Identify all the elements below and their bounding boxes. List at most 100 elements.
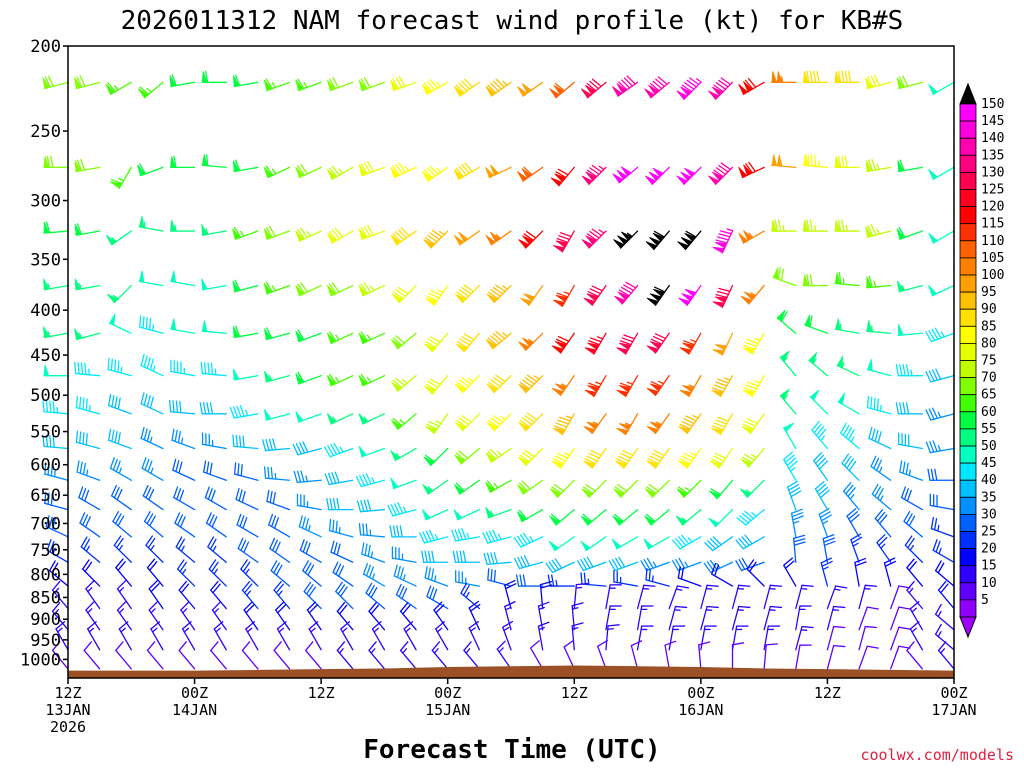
wind-barb [517,479,544,495]
barb-feather [832,625,846,629]
barb-feather [841,70,845,83]
barb-feather [554,455,567,462]
barb-half-feather [214,368,217,376]
barb-feather [394,503,401,515]
barb-staff [890,585,900,610]
barb-feather [837,219,842,232]
barb-feather [648,483,660,492]
barb-feather [866,606,879,610]
wind-barb [109,457,132,481]
barb-feather [816,70,820,83]
barb-feather [588,340,601,346]
barb-feather [556,292,569,298]
colorbar-label: 125 [981,183,1004,198]
wind-barb [454,447,481,465]
barb-pennant [453,484,465,495]
barb-feather [698,641,711,646]
wind-barb [424,332,449,353]
colorbar-label: 35 [981,490,997,505]
barb-feather [651,452,664,459]
barb-half-feather [592,421,600,426]
barb-feather [813,70,817,83]
barb-feather [367,499,372,512]
barb-feather [683,418,695,425]
barb-feather [664,640,677,646]
barb-half-feather [937,524,940,532]
barb-pennant [518,341,530,351]
barb-feather [883,557,896,564]
barb-feather [206,461,210,474]
wind-barb [387,502,417,517]
barb-feather [741,512,752,522]
wind-barb [518,332,544,351]
barb-half-feather [845,224,848,232]
barb-feather [526,374,538,383]
barb-feather [147,460,153,473]
barb-feather [866,645,879,649]
barb-feather [819,511,831,519]
barb-feather [47,492,50,505]
barb-feather [117,561,126,571]
barb-feather [370,604,379,615]
colorbar-cell [959,428,977,447]
barb-feather [742,423,755,430]
barb-feather [571,622,584,627]
barb-feather [551,486,562,495]
wind-barb [178,641,196,670]
barb-pennant [866,276,873,289]
wind-barb [668,605,688,631]
barb-pennant [521,83,533,94]
barb-feather [209,538,217,550]
barb-feather [649,455,662,462]
barb-feather [743,344,756,351]
barb-half-feather [937,411,942,419]
wind-barb [826,625,846,651]
barb-feather [150,583,160,593]
barb-pennant [742,347,756,355]
wind-barb [145,535,164,563]
wind-barb [232,227,259,240]
barb-half-feather [595,381,602,385]
barb-pennant [928,285,938,297]
wind-barb [51,602,69,631]
wind-barb [455,413,481,432]
barb-pennant [684,232,697,242]
barb-feather [492,415,504,423]
barb-feather [458,82,468,92]
barb-feather [845,427,853,439]
barb-feather [736,517,747,526]
ground-fill [68,665,954,678]
barb-feather [620,452,632,459]
barb-feather [838,272,842,285]
barb-feather [82,462,87,476]
barb-feather [178,461,183,474]
barb-pennant [390,450,401,462]
barb-feather [333,442,341,454]
barb-pennant [424,385,437,395]
barb-feather [551,574,555,587]
barb-pennant [646,425,659,435]
wind-barb [906,641,924,670]
barb-feather [46,539,52,551]
wind-barb [496,640,512,670]
barb-feather [834,585,848,589]
barb-pennant [295,411,304,423]
barb-feather [302,540,308,553]
barb-pennant [772,267,779,280]
barb-pennant [105,83,116,95]
barb-half-feather [88,627,95,633]
barb-feather [495,374,506,383]
y-tick-label: 900 [30,610,61,630]
wind-barb [537,601,550,631]
wind-barb [929,493,955,511]
wind-barb [549,479,575,498]
colorbar-cell [959,548,977,567]
barb-half-feather [754,337,761,342]
barb-pennant [613,239,625,249]
barb-pennant [711,86,724,97]
barb-half-feather [435,420,442,425]
barb-pennant [390,234,401,246]
wind-barb [866,358,892,377]
barb-half-feather [684,487,691,492]
barb-half-feather [909,544,915,551]
